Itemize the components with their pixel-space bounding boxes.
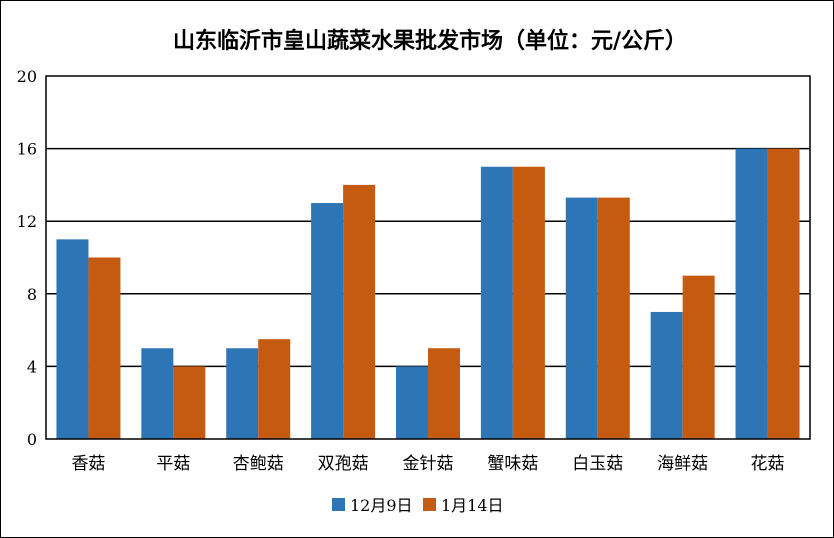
x-category-label: 花菇 [751,454,785,474]
bar-series1 [735,148,768,439]
y-tick-label: 16 [17,140,37,159]
y-tick-label: 8 [27,285,37,304]
y-tick-label: 20 [17,67,37,86]
legend-swatch [332,498,345,511]
plot-border [45,75,811,440]
legend-swatch [423,498,436,511]
bar-series2 [428,348,460,439]
chart-title: 山东临沂市皇山蔬菜水果批发市场（单位：元/公斤） [173,28,687,54]
legend-label: 12月9日 [350,496,413,515]
bar-series2 [767,148,800,439]
bars [56,148,800,439]
legend: 12月9日 1月14日 [332,496,504,515]
x-category-label: 蟹味菇 [487,454,538,474]
bar-series1 [311,203,344,439]
x-category-label: 金针菇 [403,454,454,474]
x-category-label: 双孢菇 [318,454,369,474]
y-axis-ticks: 0 4 8 12 16 20 [17,67,37,449]
bar-series1 [650,311,683,439]
y-tick-label: 0 [27,430,37,449]
bar-series2 [343,184,376,439]
x-category-label: 香菇 [71,454,105,474]
y-tick-label: 4 [27,357,37,376]
bar-series1 [565,197,598,439]
y-tick-label: 12 [17,212,37,231]
x-category-label: 白玉菇 [572,454,623,474]
bar-series1 [56,239,89,439]
bar-series1 [396,366,428,439]
bar-series2 [682,275,715,439]
plot-area-border [45,75,811,440]
bar-series2 [173,366,206,439]
legend-label: 1月14日 [441,496,504,515]
bar-series1 [141,348,174,439]
x-axis-labels: 香菇 平菇 杏鲍菇 双孢菇 金针菇 蟹味菇 白玉菇 海鲜菇 花菇 [71,454,784,474]
bar-series2 [88,257,121,439]
x-category-label: 海鲜菇 [657,454,708,474]
bar-series1 [226,348,259,439]
bar-series2 [512,166,545,439]
x-category-label: 平菇 [156,454,190,474]
bar-series2 [597,197,630,439]
x-category-label: 杏鲍菇 [233,454,284,474]
bar-series2 [258,339,291,439]
bar-series1 [480,166,513,439]
